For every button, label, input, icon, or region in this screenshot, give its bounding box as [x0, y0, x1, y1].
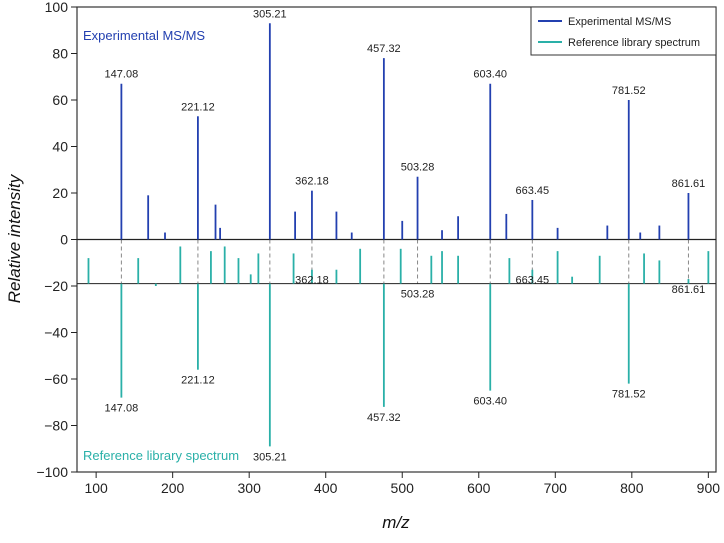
experimental-peak-label: 147.08: [105, 69, 139, 81]
x-tick-label: 500: [391, 480, 415, 496]
experimental-peak-label: 362.18: [295, 176, 329, 188]
reference-peak-label: 861.61: [672, 284, 706, 296]
experimental-peak-label: 305.21: [253, 8, 287, 20]
experimental-annotation: Experimental MS/MS: [83, 28, 205, 43]
experimental-peak-label: 861.61: [672, 178, 706, 190]
x-tick-label: 400: [314, 480, 338, 496]
baselines: [77, 238, 716, 285]
x-tick-label: 700: [544, 480, 568, 496]
legend-label-reference: Reference library spectrum: [568, 37, 700, 49]
y-axis-title: Relative intensity: [5, 173, 24, 303]
reference-peak-label: 147.08: [105, 403, 139, 415]
ticks: 100 200 300 400 500 600 700 800 900−100−80−60−40…: [36, 0, 720, 496]
experimental-peak-label: 603.40: [473, 69, 507, 81]
y-tick-label: 100: [45, 0, 69, 15]
x-tick-label: 900: [697, 480, 721, 496]
experimental-peak-label: 663.45: [516, 185, 550, 197]
x-tick-label: 600: [467, 480, 491, 496]
legend-label-experimental: Experimental MS/MS: [568, 16, 671, 28]
reference-peak-label: 305.21: [253, 451, 287, 463]
peak-labels: 147.08 221.12 305.21 362.18 457.32 503.28 603.…: [105, 8, 706, 463]
experimental-peak-label: 503.28: [401, 162, 435, 174]
x-tick-label: 800: [620, 480, 644, 496]
y-tick-label: 20: [52, 185, 68, 201]
y-tick-label: −40: [44, 325, 68, 341]
reference-peak-label: 781.52: [612, 389, 646, 401]
matched-peak-guides: [120, 239, 689, 284]
experimental-peak-label: 221.12: [181, 101, 215, 113]
y-tick-label: 60: [52, 92, 68, 108]
reference-peak-label: 503.28: [401, 289, 435, 301]
x-tick-label: 300: [238, 480, 262, 496]
y-tick-label: −100: [36, 464, 68, 480]
y-tick-label: −60: [44, 371, 68, 387]
reference-peak-label: 603.40: [473, 396, 507, 408]
y-tick-label: 80: [52, 46, 68, 62]
peaks: [87, 23, 710, 447]
y-tick-label: 0: [60, 232, 68, 248]
y-tick-label: 40: [52, 139, 68, 155]
reference-peak-label: 362.18: [295, 275, 329, 287]
reference-peak-label: 221.12: [181, 375, 215, 387]
x-axis-title: m/z: [382, 513, 410, 532]
legend-box: [530, 6, 717, 56]
reference-annotation: Reference library spectrum: [83, 448, 239, 463]
y-tick-label: −20: [44, 278, 68, 294]
legend: Experimental MS/MS Reference library spe…: [530, 6, 717, 56]
reference-peak-label: 457.32: [367, 412, 401, 424]
reference-peak-label: 663.45: [516, 275, 550, 287]
experimental-peak-label: 781.52: [612, 85, 646, 97]
experimental-peak-label: 457.32: [367, 43, 401, 55]
y-tick-label: −80: [44, 418, 68, 434]
x-tick-label: 200: [161, 480, 185, 496]
x-tick-label: 100: [84, 480, 108, 496]
